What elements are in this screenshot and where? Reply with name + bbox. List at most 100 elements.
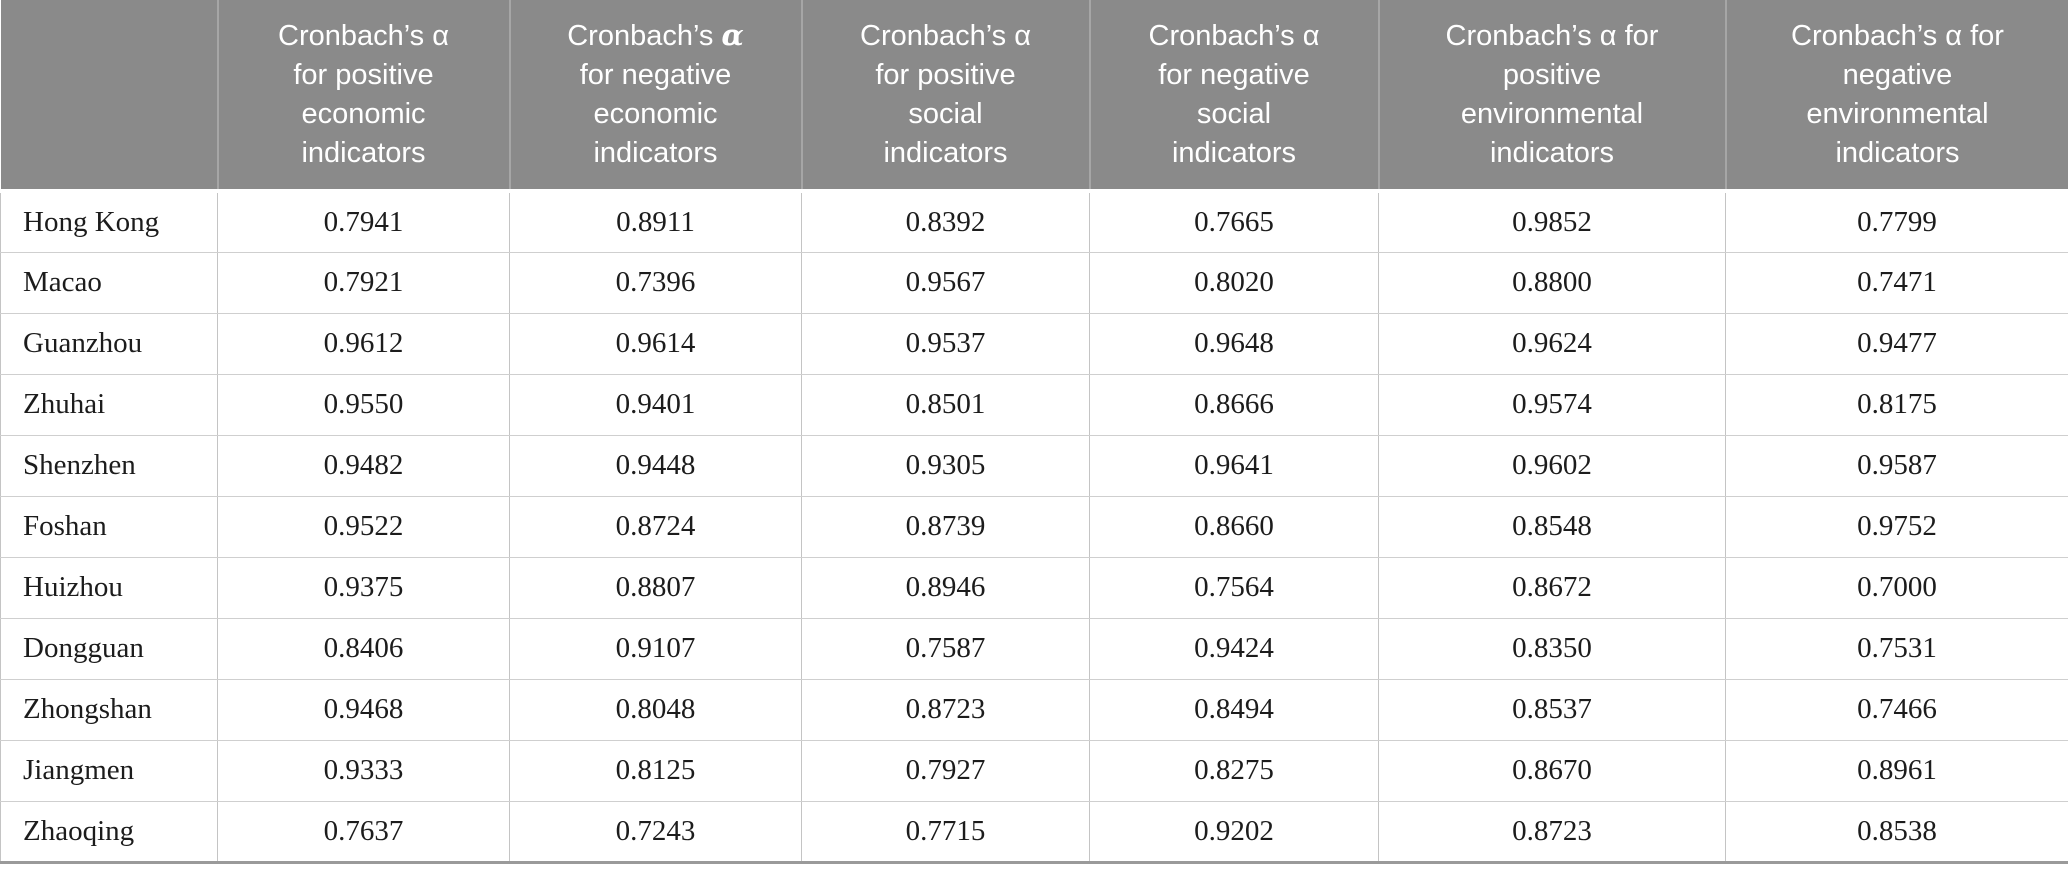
row-city-cell: Zhuhai (0, 373, 218, 436)
column-header-line: indicators (301, 136, 426, 169)
alpha-value-cell: 0.9305 (801, 434, 1090, 497)
table-row: Shenzhen 0.9482 0.9448 0.9305 0.9641 0.9602 0.… (0, 434, 2068, 497)
alpha-value-cell: 0.9468 (217, 678, 510, 741)
column-header-line: Cronbach’s α (278, 19, 449, 52)
alpha-value-cell: 0.9448 (509, 434, 802, 497)
alpha-value-cell: 0.8961 (1725, 739, 2068, 802)
alpha-value-cell: 0.8660 (1089, 495, 1379, 558)
column-header-line: Cronbach’s α (860, 19, 1031, 52)
alpha-symbol: α (1945, 19, 1963, 52)
alpha-value-cell: 0.9614 (509, 312, 802, 375)
column-header-line: for negative (1158, 58, 1310, 91)
table-row: Zhaoqing 0.7637 0.7243 0.7715 0.9202 0.8723 0.… (0, 800, 2068, 862)
alpha-value-cell: 0.9602 (1378, 434, 1726, 497)
alpha-value-cell: 0.8538 (1725, 800, 2068, 862)
column-header-line: Cronbach’s α for (1791, 19, 2004, 52)
alpha-value-cell: 0.7471 (1725, 251, 2068, 314)
column-header-line: indicators (1835, 136, 1960, 169)
alpha-value-cell: 0.8723 (1378, 800, 1726, 862)
table-row: Foshan 0.9522 0.8724 0.8739 0.8660 0.8548 0.97… (0, 495, 2068, 558)
alpha-value-cell: 0.9752 (1725, 495, 2068, 558)
alpha-symbol: α (721, 18, 744, 52)
alpha-value-cell: 0.9852 (1378, 190, 1726, 253)
alpha-value-cell: 0.8537 (1378, 678, 1726, 741)
column-header-line: indicators (1489, 136, 1615, 169)
corner-cell (0, 0, 218, 193)
column-header-line: Cronbach’s α (567, 18, 744, 52)
column-header: Cronbach’s α for negative environmental ind… (1724, 0, 2068, 193)
alpha-value-cell: 0.8672 (1378, 556, 1726, 619)
column-header-line: Cronbach’s α for (1445, 19, 1659, 52)
cronbach-alpha-table: Cronbach’s α for positive economic indicato… (0, 0, 2068, 864)
alpha-value-cell: 0.8946 (801, 556, 1090, 619)
alpha-value-cell: 0.9482 (217, 434, 510, 497)
alpha-value-cell: 0.9567 (801, 251, 1090, 314)
alpha-value-cell: 0.8739 (801, 495, 1090, 558)
column-header-line: for positive (875, 58, 1016, 91)
column-header: Cronbach’s α for negative economic indicato… (508, 0, 802, 193)
alpha-value-cell: 0.7715 (801, 800, 1090, 862)
alpha-value-cell: 0.8175 (1725, 373, 2068, 436)
alpha-value-cell: 0.7000 (1725, 556, 2068, 619)
alpha-value-cell: 0.9333 (217, 739, 510, 802)
table-row: Zhuhai 0.9550 0.9401 0.8501 0.8666 0.9574 0.81… (0, 373, 2068, 436)
column-header-line: indicators (593, 137, 718, 169)
alpha-value-cell: 0.9107 (509, 617, 802, 680)
alpha-value-cell: 0.7921 (217, 251, 510, 314)
alpha-symbol: α (432, 19, 449, 52)
alpha-value-cell: 0.8350 (1378, 617, 1726, 680)
alpha-value-cell: 0.9574 (1378, 373, 1726, 436)
alpha-value-cell: 0.9522 (217, 495, 510, 558)
column-header-line: negative (1842, 58, 1953, 91)
alpha-value-cell: 0.7243 (509, 800, 802, 862)
alpha-value-cell: 0.7927 (801, 739, 1090, 802)
alpha-value-cell: 0.8548 (1378, 495, 1726, 558)
alpha-value-cell: 0.7799 (1725, 190, 2068, 253)
alpha-value-cell: 0.7564 (1089, 556, 1379, 619)
row-city-cell: Hong Kong (0, 190, 218, 253)
column-header-line: economic (301, 97, 426, 130)
column-header-line: positive (1502, 58, 1602, 91)
alpha-value-cell: 0.9401 (509, 373, 802, 436)
row-city-cell: Shenzhen (0, 434, 218, 497)
alpha-value-cell: 0.7637 (217, 800, 510, 862)
column-header: Cronbach’s α for positive social indicators (800, 0, 1090, 193)
column-header-line: social (1196, 97, 1272, 130)
alpha-value-cell: 0.8125 (509, 739, 802, 802)
table-row: Dongguan 0.8406 0.9107 0.7587 0.9424 0.8350 0.… (0, 617, 2068, 680)
row-city-cell: Zhongshan (0, 678, 218, 741)
row-city-cell: Zhaoqing (0, 800, 218, 862)
row-city-cell: Foshan (0, 495, 218, 558)
alpha-value-cell: 0.8807 (509, 556, 802, 619)
alpha-symbol: α (1014, 19, 1031, 52)
table-row: Guanzhou 0.9612 0.9614 0.9537 0.9648 0.9624 0.… (0, 312, 2068, 375)
alpha-value-cell: 0.8275 (1089, 739, 1379, 802)
column-header: Cronbach’s α for positive environmental ind… (1377, 0, 1726, 193)
alpha-value-cell: 0.8494 (1089, 678, 1379, 741)
column-header: Cronbach’s α for negative social indicators (1088, 0, 1379, 193)
alpha-value-cell: 0.7466 (1725, 678, 2068, 741)
alpha-value-cell: 0.9587 (1725, 434, 2068, 497)
alpha-value-cell: 0.9424 (1089, 617, 1379, 680)
row-city-cell: Huizhou (0, 556, 218, 619)
table-row: Hong Kong 0.7941 0.8911 0.8392 0.7665 0.9852 0… (0, 190, 2068, 253)
alpha-value-cell: 0.7941 (217, 190, 510, 253)
alpha-value-cell: 0.9612 (217, 312, 510, 375)
alpha-value-cell: 0.8392 (801, 190, 1090, 253)
column-header-line: for positive (293, 58, 434, 91)
table-row: Zhongshan 0.9468 0.8048 0.8723 0.8494 0.8537 0… (0, 678, 2068, 741)
alpha-value-cell: 0.9537 (801, 312, 1090, 375)
table-row: Huizhou 0.9375 0.8807 0.8946 0.7564 0.8672 0.7… (0, 556, 2068, 619)
alpha-value-cell: 0.9641 (1089, 434, 1379, 497)
row-city-cell: Jiangmen (0, 739, 218, 802)
column-header: Cronbach’s α for positive economic indicato… (216, 0, 510, 193)
column-header-line: Cronbach’s α (1148, 19, 1320, 52)
column-header-line: social (908, 97, 983, 130)
alpha-value-cell: 0.8666 (1089, 373, 1379, 436)
alpha-value-cell: 0.8406 (217, 617, 510, 680)
alpha-value-cell: 0.8800 (1378, 251, 1726, 314)
table-row: Macao 0.7921 0.7396 0.9567 0.8020 0.8800 0.747… (0, 251, 2068, 314)
alpha-value-cell: 0.9375 (217, 556, 510, 619)
alpha-value-cell: 0.7396 (509, 251, 802, 314)
